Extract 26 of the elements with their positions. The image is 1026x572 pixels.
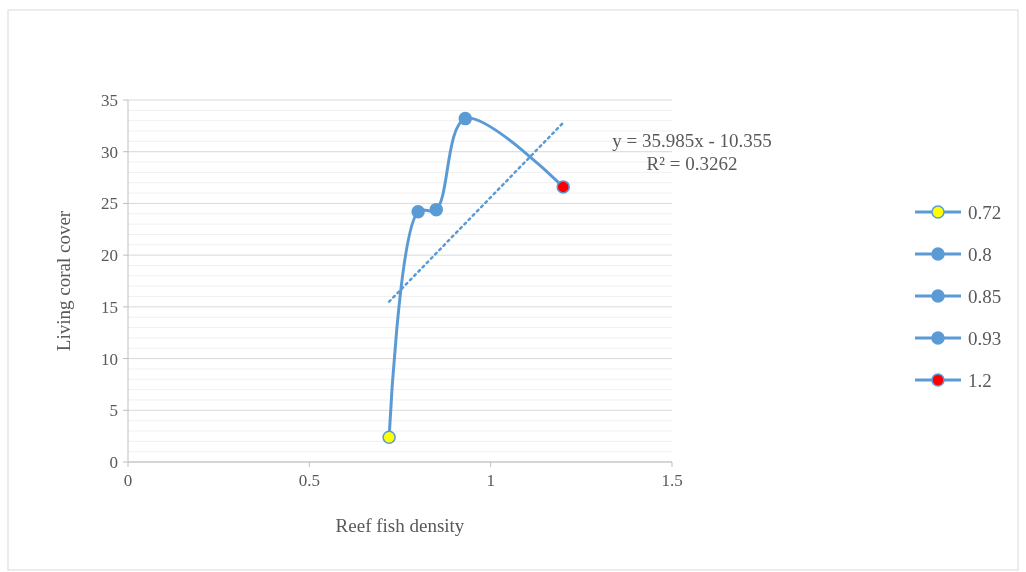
point — [382, 430, 396, 444]
y-tick-label: 15 — [101, 297, 118, 317]
x-tick-label: 0.5 — [298, 471, 320, 490]
y-tick-label: 10 — [101, 349, 118, 369]
x-axis-title: Reef fish density — [335, 515, 465, 536]
legend-label: 0.8 — [968, 243, 992, 265]
point — [556, 180, 570, 194]
y-axis-title: Living coral cover — [53, 210, 74, 352]
point — [458, 111, 473, 126]
y-tick-label: 30 — [101, 142, 118, 162]
y-tick-label: 0 — [109, 452, 118, 472]
annotation: R² = 0.3262 — [646, 153, 738, 174]
legend-label: 0.93 — [968, 327, 1002, 349]
y-tick-label: 20 — [101, 246, 118, 266]
y-tick-label: 25 — [101, 194, 118, 214]
x-tick-label: 0 — [123, 471, 133, 490]
point — [411, 204, 425, 219]
x-tick-label: 1 — [486, 471, 495, 490]
y-tick-label: 5 — [109, 401, 118, 421]
annotation: y = 35.985x - 10.355 — [612, 130, 772, 151]
legend-label: 0.72 — [968, 201, 1002, 223]
legend-label: 1.2 — [968, 369, 992, 391]
legend-label: 0.85 — [968, 285, 1002, 307]
y-tick-label: 35 — [101, 90, 118, 110]
x-tick-label: 1.5 — [661, 471, 683, 490]
point — [429, 202, 444, 217]
